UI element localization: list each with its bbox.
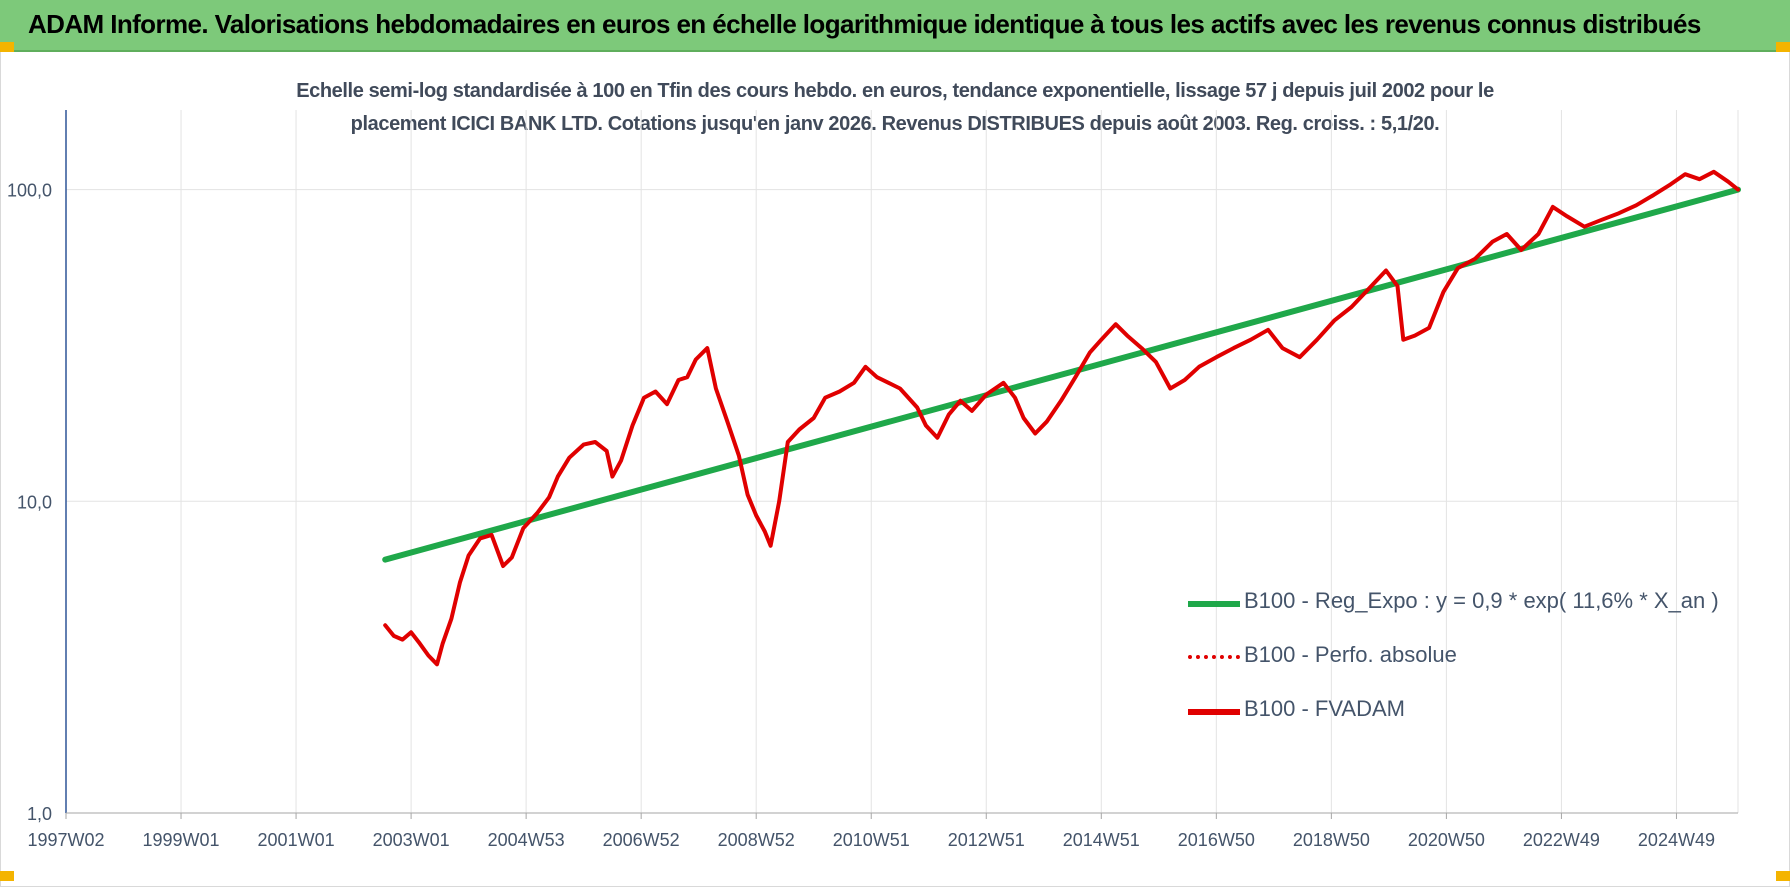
series-fvadam-line [383,169,1740,667]
y-tick-label-2: 100,0 [7,181,52,201]
y-tick-label-1: 10,0 [17,492,52,512]
legend-swatch-regression [1188,601,1240,607]
x-tick-label-3: 2003W01 [373,830,450,850]
legend-item-perfo: B100 - Perfo. absolue [1188,642,1748,696]
chart-title-line-1: Echelle semi-log standardisée à 100 en T… [296,80,1494,102]
x-tick-label-9: 2014W51 [1063,830,1140,850]
legend: B100 - Reg_Expo : y = 0,9 * exp( 11,6% *… [1188,588,1748,750]
x-tick-label-0: 1997W02 [27,830,104,850]
x-tick-label-14: 2024W49 [1638,830,1715,850]
corner-marker-top-right [1776,42,1790,52]
x-tick-label-6: 2008W52 [718,830,795,850]
y-tick-labels: 1,0 10,0 100,0 [7,181,52,824]
legend-label-perfo: B100 - Perfo. absolue [1244,642,1457,667]
x-tick-label-13: 2022W49 [1523,830,1600,850]
x-tick-label-2: 2001W01 [258,830,335,850]
corner-marker-bottom-right [1776,871,1790,881]
x-tick-label-12: 2020W50 [1408,830,1485,850]
y-tick-label-0: 1,0 [27,804,52,824]
axes [65,110,1738,814]
legend-swatch-perfo [1188,655,1240,659]
chart-title-line-2: placement ICICI BANK LTD. Cotations jusq… [350,113,1440,135]
x-tick-label-1: 1999W01 [143,830,220,850]
header-banner: ADAM Informe. Valorisations hebdomadaire… [0,0,1790,52]
series-regression-line [382,186,1741,563]
page-title: ADAM Informe. Valorisations hebdomadaire… [28,9,1701,39]
chart-plot: 1,0 10,0 100,0 1997W02 1999W01 2001W01 2003W0… [7,110,1741,850]
legend-label-fvadam: B100 - FVADAM [1244,696,1405,721]
x-tick-label-4: 2004W53 [488,830,565,850]
x-tick-label-5: 2006W52 [603,830,680,850]
x-tick-label-7: 2010W51 [833,830,910,850]
x-tick-label-10: 2016W50 [1178,830,1255,850]
x-tick-labels: 1997W02 1999W01 2001W01 2003W01 2004W53 2006W… [27,830,1715,850]
corner-marker-bottom-left [0,871,14,881]
corner-marker-top-left [0,42,14,52]
legend-item-fvadam: B100 - FVADAM [1188,696,1748,750]
x-tick-label-11: 2018W50 [1293,830,1370,850]
legend-swatch-fvadam [1188,709,1240,715]
series-layer [382,169,1741,667]
x-tick-label-8: 2012W51 [948,830,1025,850]
legend-item-regression: B100 - Reg_Expo : y = 0,9 * exp( 11,6% *… [1188,588,1748,642]
legend-label-regression: B100 - Reg_Expo : y = 0,9 * exp( 11,6% *… [1244,588,1719,613]
